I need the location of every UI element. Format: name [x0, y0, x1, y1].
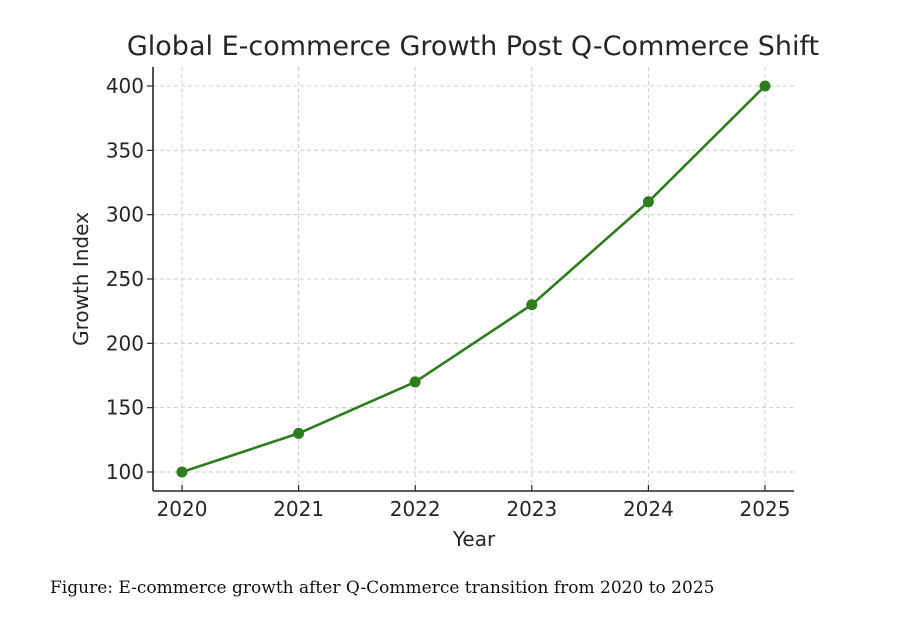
- y-tick-label: 250: [106, 267, 144, 291]
- data-point: [409, 376, 421, 388]
- x-axis-label: Year: [452, 527, 496, 551]
- series-layer: [176, 80, 771, 478]
- data-point: [176, 466, 188, 478]
- x-tick-label: 2025: [740, 497, 791, 521]
- data-point: [642, 196, 654, 208]
- x-tick-label: 2022: [390, 497, 441, 521]
- y-tick-label: 400: [106, 74, 144, 98]
- data-point: [759, 80, 771, 92]
- y-tick-label: 350: [106, 138, 144, 162]
- y-tick-label: 300: [106, 203, 144, 227]
- chart-title: Global E-commerce Growth Post Q-Commerce…: [127, 31, 819, 62]
- y-tick-label: 150: [106, 396, 144, 420]
- x-tick-label: 2023: [506, 497, 557, 521]
- series-line: [181, 85, 766, 474]
- y-axis-label: Growth Index: [69, 212, 93, 346]
- data-point: [526, 299, 538, 311]
- x-tick-label: 2020: [157, 497, 208, 521]
- line-chart: Global E-commerce Growth Post Q-Commerce…: [69, 31, 819, 551]
- x-axis-ticks: 2020 2021 2022 2023 2024 2025: [157, 485, 791, 521]
- y-axis-ticks: 100 150 200 250 300 350 400: [106, 74, 153, 484]
- grid: [153, 67, 794, 491]
- y-tick-label: 200: [106, 331, 144, 355]
- y-tick-label: 100: [106, 460, 144, 484]
- data-point: [293, 427, 305, 439]
- figure-caption: Figure: E-commerce growth after Q-Commer…: [50, 578, 715, 598]
- x-tick-label: 2024: [623, 497, 674, 521]
- x-tick-label: 2021: [273, 497, 324, 521]
